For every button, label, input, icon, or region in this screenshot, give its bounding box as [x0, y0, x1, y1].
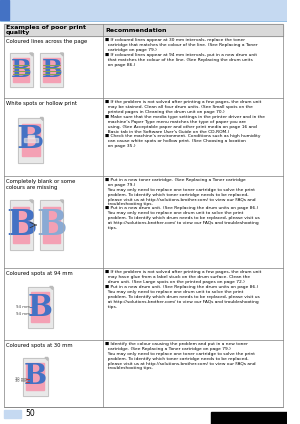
Bar: [10, 200, 33, 250]
Polygon shape: [50, 287, 53, 290]
Text: Coloured spots at 94 mm: Coloured spots at 94 mm: [6, 271, 73, 276]
Bar: [10, 53, 33, 87]
Bar: [28, 287, 53, 327]
Bar: [40, 200, 63, 250]
Bar: [10, 200, 33, 250]
Text: ■ Put in a new drum unit. (See Replacing the drum units on page 86.)
  You may o: ■ Put in a new drum unit. (See Replacing…: [105, 285, 260, 309]
Bar: [18, 117, 43, 162]
Bar: [211, 412, 287, 424]
Bar: [31, 292, 49, 322]
Bar: [22, 124, 40, 156]
Bar: [0, 408, 287, 424]
Bar: [0, 0, 287, 20]
Bar: [4, 410, 21, 418]
Bar: [13, 58, 29, 82]
Text: 94 mm: 94 mm: [16, 305, 30, 309]
Text: B: B: [17, 125, 44, 156]
Bar: [40, 53, 63, 87]
Bar: [23, 357, 48, 396]
Polygon shape: [30, 200, 33, 203]
Text: B: B: [11, 58, 32, 82]
Bar: [28, 135, 34, 138]
Bar: [13, 207, 29, 243]
Text: ■ Put in a new toner cartridge. (See Replacing a Toner cartridge
  on page 79.)
: ■ Put in a new toner cartridge. (See Rep…: [105, 178, 256, 206]
Text: ■ If the problem is not solved after printing a few pages, the drum unit
  may h: ■ If the problem is not solved after pri…: [105, 270, 262, 284]
Polygon shape: [30, 53, 33, 56]
Polygon shape: [60, 200, 63, 203]
Text: ■ If coloured lines appear at 30 mm intervals, replace the toner
  cartridge tha: ■ If coloured lines appear at 30 mm inte…: [105, 38, 258, 52]
Text: 94 mm: 94 mm: [16, 312, 30, 316]
Text: White spots or hollow print: White spots or hollow print: [6, 101, 77, 106]
Bar: [18, 117, 43, 162]
Bar: [40, 53, 63, 87]
Bar: [44, 207, 60, 243]
Bar: [23, 357, 48, 396]
Text: B: B: [41, 58, 62, 82]
Bar: [24, 138, 38, 142]
Text: 50: 50: [25, 410, 34, 418]
Text: B: B: [28, 293, 53, 321]
Bar: [0, 0, 9, 20]
Text: Examples of poor print
quality: Examples of poor print quality: [6, 25, 86, 35]
Text: B: B: [6, 208, 36, 242]
Text: Recommendation: Recommendation: [105, 28, 167, 33]
Text: Coloured spots at 30 mm: Coloured spots at 30 mm: [6, 343, 72, 348]
Bar: [26, 363, 44, 390]
Text: ■ Check the machine's environment. Conditions such as high humidity
  can cause : ■ Check the machine's environment. Condi…: [105, 134, 261, 148]
Text: B: B: [24, 363, 47, 390]
Text: Completely blank or some
colours are missing: Completely blank or some colours are mis…: [6, 179, 75, 190]
Text: ■ If coloured lines appear at 94 mm intervals, put in a new drum unit
  that mat: ■ If coloured lines appear at 94 mm inte…: [105, 53, 257, 67]
Text: B: B: [36, 208, 67, 242]
Polygon shape: [40, 117, 43, 120]
Text: 30 mm: 30 mm: [15, 379, 28, 383]
Bar: [28, 287, 53, 327]
Bar: [4, 24, 283, 36]
Bar: [44, 58, 60, 82]
Bar: [10, 53, 33, 87]
Bar: [40, 200, 63, 250]
Text: 30 mm: 30 mm: [15, 377, 28, 380]
Text: ■ Identify the colour causing the problem and put in a new toner
  cartridge. (S: ■ Identify the colour causing the proble…: [105, 342, 256, 371]
Text: ■ Make sure that the media type settings in the printer driver and in the
  mach: ■ Make sure that the media type settings…: [105, 115, 265, 134]
Polygon shape: [45, 357, 48, 360]
Text: ■ If the problem is not solved after printing a few pages, the drum unit
  may b: ■ If the problem is not solved after pri…: [105, 100, 262, 114]
Text: ■ Put in a new drum unit. (See Replacing the drum units on page 86.)
  You may o: ■ Put in a new drum unit. (See Replacing…: [105, 206, 260, 230]
Polygon shape: [60, 53, 63, 56]
Text: Coloured lines across the page: Coloured lines across the page: [6, 39, 87, 44]
